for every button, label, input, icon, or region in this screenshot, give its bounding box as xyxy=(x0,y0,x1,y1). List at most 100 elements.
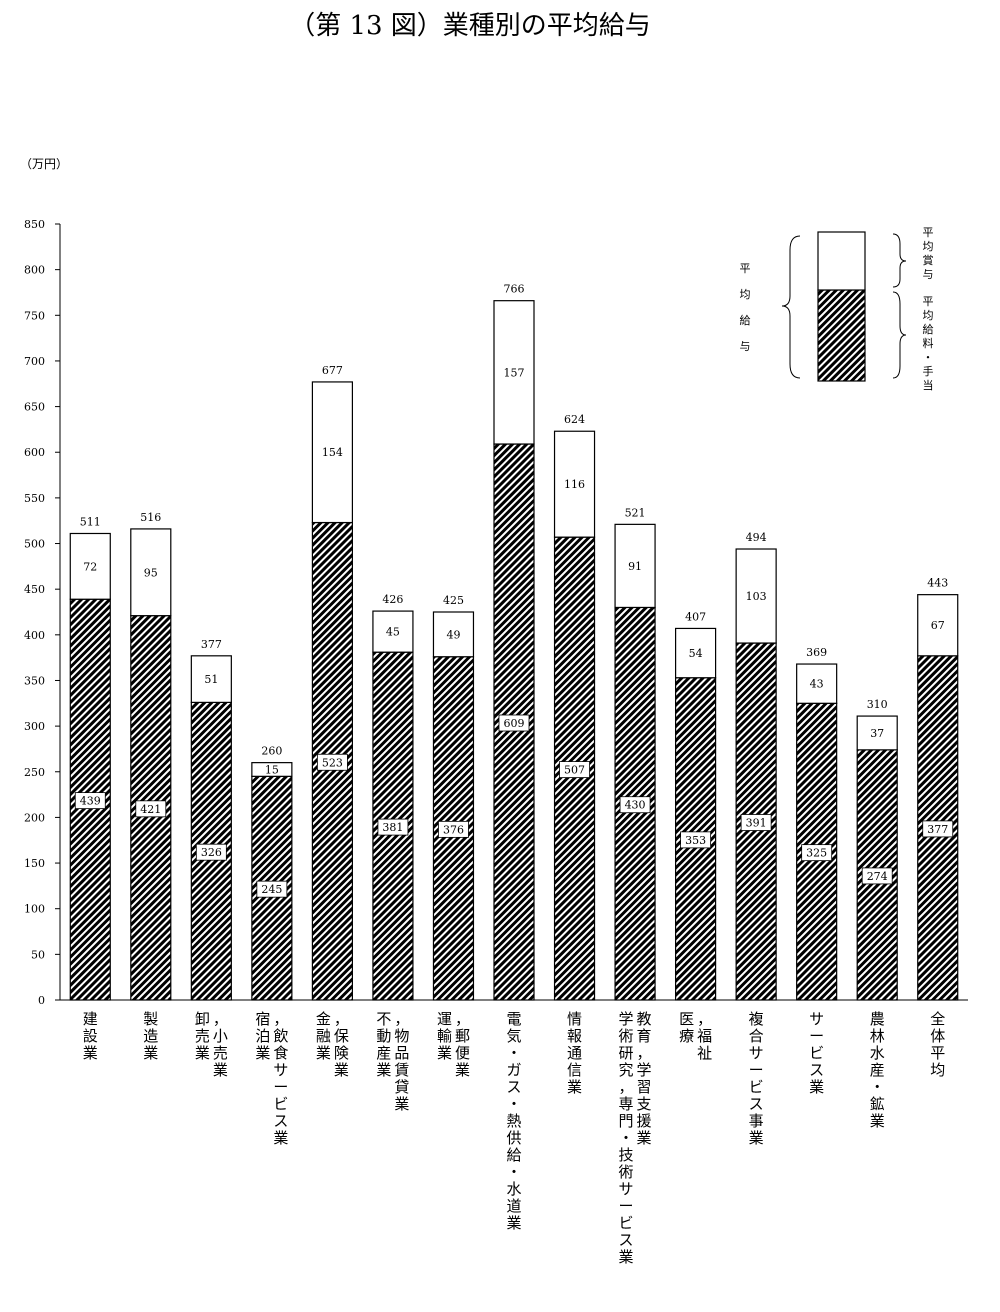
x-tick-label-char: 水 xyxy=(506,1180,521,1198)
salary-label-box xyxy=(559,761,590,778)
x-tick-label-char: 物 xyxy=(394,1027,409,1045)
salary-value-label: 353 xyxy=(685,834,706,847)
bar-segment-bonus xyxy=(856,715,898,751)
salary-label-box xyxy=(74,792,106,810)
x-tick-label-char: 業 xyxy=(376,1061,391,1079)
bonus-value-label: 103 xyxy=(746,590,767,603)
x-tick-label-char: 貸 xyxy=(394,1078,409,1096)
x-tick-label-char: 飲 xyxy=(273,1027,288,1045)
legend-label-total: 給 xyxy=(740,313,751,327)
x-tick-label-char: 究 xyxy=(619,1061,634,1079)
x-tick-label-char: 宿 xyxy=(255,1010,270,1028)
total-value-label: 677 xyxy=(322,364,343,377)
x-tick-label-char: 電 xyxy=(506,1010,521,1028)
total-value-label: 494 xyxy=(746,531,767,544)
x-tick-label-char: 不 xyxy=(376,1010,391,1028)
total-value-label: 425 xyxy=(443,594,464,607)
legend-label-salary: 給 xyxy=(923,322,934,336)
x-tick-label-char: 均 xyxy=(930,1061,945,1079)
x-tick-label-char: 鉱 xyxy=(870,1095,885,1113)
legend-swatch-salary xyxy=(817,289,866,382)
y-tick-label: 400 xyxy=(24,629,45,642)
x-tick-label-char: 便 xyxy=(455,1044,470,1062)
x-tick-label-char: ス xyxy=(809,1061,824,1079)
x-tick-label-char: 造 xyxy=(143,1027,158,1045)
x-tick-label-char: 援 xyxy=(637,1112,652,1130)
x-tick-label-char: ， xyxy=(455,1010,470,1028)
x-tick-label-char: 研 xyxy=(619,1044,634,1062)
salary-label-box xyxy=(680,831,711,849)
x-tick-label-char: 卸 xyxy=(195,1010,210,1028)
x-tick-label-char: ビ xyxy=(273,1095,288,1113)
y-tick-label: 750 xyxy=(24,309,45,322)
x-tick-label-char: 術 xyxy=(619,1163,634,1181)
legend-label-bonus: 均 xyxy=(923,240,934,253)
x-tick-label-char: ， xyxy=(213,1010,228,1028)
bar-segment-bonus xyxy=(917,594,959,657)
y-tick-label: 50 xyxy=(31,948,45,961)
salary-value-label: 274 xyxy=(867,870,888,883)
total-value-label: 521 xyxy=(625,506,646,519)
salary-value-label: 391 xyxy=(746,817,767,830)
salary-value-label: 377 xyxy=(927,823,948,836)
x-tick-label-char: 学 xyxy=(637,1061,652,1079)
x-tick-label-char: サ xyxy=(749,1044,764,1062)
legend-brace-bonus xyxy=(892,233,907,288)
x-tick-label-char: 業 xyxy=(809,1078,824,1096)
x-tick-label-char: 気 xyxy=(506,1027,521,1045)
salary-value-label: 326 xyxy=(201,846,222,859)
legend-label-salary: 均 xyxy=(923,309,934,322)
salary-value-label: 381 xyxy=(382,821,403,834)
bar-segment-bonus xyxy=(614,523,656,609)
x-tick-label-char: 業 xyxy=(506,1214,521,1232)
salary-label-box xyxy=(498,714,530,732)
x-tick-label-char: 賃 xyxy=(394,1061,409,1079)
x-tick-label-char: ス xyxy=(749,1095,764,1113)
y-tick-label: 100 xyxy=(24,903,45,916)
salary-value-label: 523 xyxy=(322,756,343,769)
bonus-value-label: 45 xyxy=(386,626,400,639)
x-tick-label-char: 情 xyxy=(567,1010,582,1028)
x-tick-label-char: ， xyxy=(394,1010,409,1028)
x-tick-label-char: 業 xyxy=(870,1112,885,1130)
bar-segment-bonus xyxy=(493,300,535,445)
x-tick-label-char: 学 xyxy=(619,1010,634,1028)
bonus-value-label: 37 xyxy=(870,727,884,740)
x-tick-label-char: ー xyxy=(273,1078,288,1096)
x-tick-label-char: ビ xyxy=(809,1044,824,1062)
x-tick-label-char: 食 xyxy=(273,1044,288,1062)
x-tick-label-char: ・ xyxy=(506,1163,521,1181)
x-tick-label-char: 福 xyxy=(697,1027,712,1045)
x-tick-label-char: 供 xyxy=(506,1129,521,1147)
x-tick-label-char: 平 xyxy=(930,1044,945,1062)
x-tick-label-char: 育 xyxy=(637,1027,652,1045)
bar-segment-bonus xyxy=(69,532,111,600)
x-tick-label-char: 専 xyxy=(619,1095,634,1113)
bar-segment-bonus xyxy=(553,430,596,538)
total-value-label: 443 xyxy=(927,577,948,590)
x-tick-label-char: 水 xyxy=(870,1044,885,1062)
bar-group: 516 421 95 製造業 xyxy=(130,511,172,1062)
bonus-value-label: 154 xyxy=(322,446,343,459)
x-tick-label-char: 融 xyxy=(316,1027,331,1045)
x-tick-label-char: ， xyxy=(619,1078,634,1096)
x-tick-label-char: 祉 xyxy=(697,1044,712,1062)
x-tick-label-char: 産 xyxy=(376,1044,391,1062)
salary-label-box xyxy=(195,843,227,861)
x-tick-label-char: 業 xyxy=(394,1095,409,1113)
x-tick-label-char: 林 xyxy=(870,1027,885,1045)
bonus-value-label: 116 xyxy=(564,478,585,491)
total-value-label: 516 xyxy=(140,511,161,524)
x-tick-label-char: ， xyxy=(334,1010,349,1028)
